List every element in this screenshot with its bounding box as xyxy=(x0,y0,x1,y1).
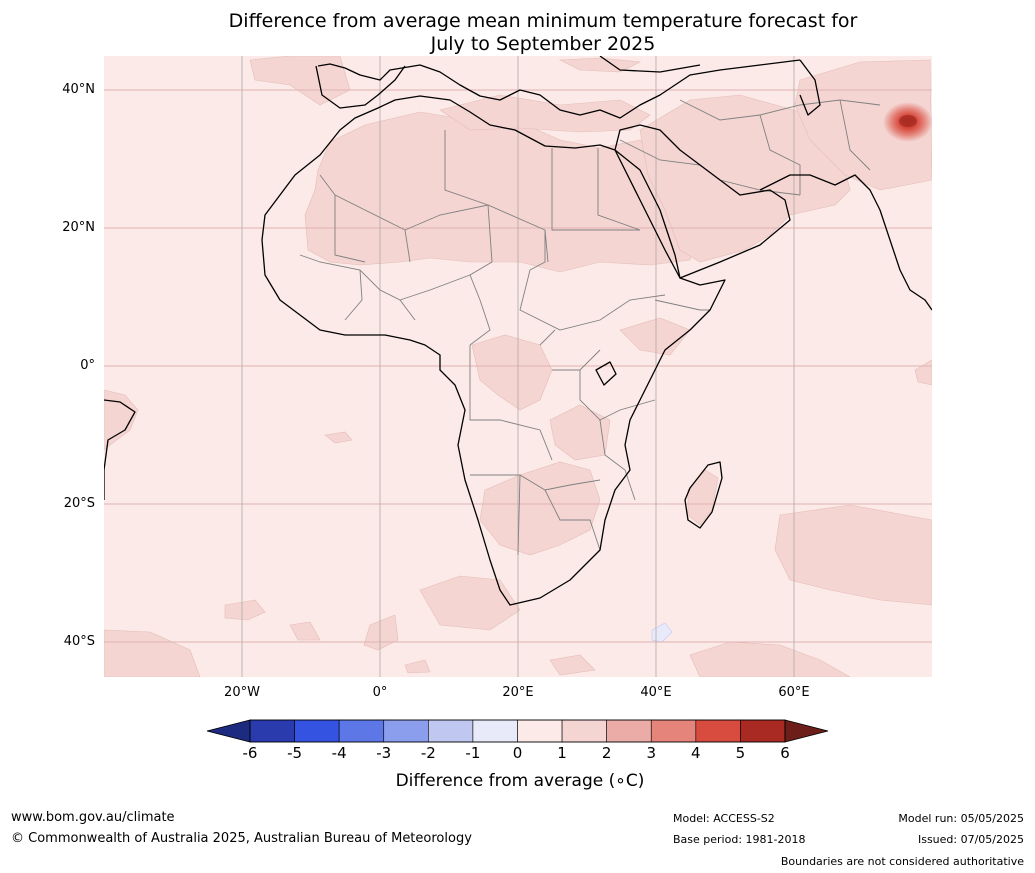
lat-label-40n: 40°N xyxy=(62,82,95,97)
patch-south-c4 xyxy=(404,659,431,674)
colorbar-high-extend xyxy=(784,719,829,743)
footer-issued: Issued: 07/05/2025 xyxy=(917,833,1024,846)
colorbar-tick-label: 3 xyxy=(646,744,657,762)
patch-small-w xyxy=(324,431,353,444)
lon-label-60e: 60°E xyxy=(778,685,810,700)
patch-iran xyxy=(794,59,932,191)
lon-label-20w: 20°W xyxy=(224,685,260,700)
lon-label-20e: 20°E xyxy=(502,685,534,700)
colorbar-tick-label: -1 xyxy=(465,744,481,762)
colorbar-tick-label: -3 xyxy=(376,744,392,762)
colorbar-title: Difference from average (∘C) xyxy=(395,771,645,791)
arabia-coast xyxy=(614,124,791,279)
madagascar-coast xyxy=(684,461,723,529)
patch-europe xyxy=(249,56,351,106)
footer-base-period: Base period: 1981-2018 xyxy=(673,833,806,846)
patch-atlantic-west xyxy=(104,389,139,451)
coastlines xyxy=(104,56,932,606)
colorbar-low-extend xyxy=(206,719,251,743)
footer-disclaimer: Boundaries are not considered authoritat… xyxy=(780,855,1024,868)
lat-label-40s: 40°S xyxy=(63,634,95,649)
colorbar-bin xyxy=(338,719,385,743)
colorbar-tick-label: 6 xyxy=(780,744,790,762)
footer-model-run: Model run: 05/05/2025 xyxy=(898,812,1024,825)
chart-title: Difference from average mean minimum tem… xyxy=(0,10,1035,56)
patch-south-c3 xyxy=(289,621,321,641)
black-sea-coast xyxy=(599,56,701,73)
colorbar-tick-label: 2 xyxy=(601,744,612,762)
gulf-coast xyxy=(759,174,932,311)
colorbar-bin xyxy=(606,719,652,743)
colorbar-bin xyxy=(472,719,518,743)
europe-coast xyxy=(317,59,801,119)
colorbar-bin xyxy=(294,719,340,743)
patch-east-africa xyxy=(619,317,691,356)
lat-label-20s: 20°S xyxy=(63,496,95,511)
colorbar-bin xyxy=(428,719,474,743)
colorbar-tick-label: -6 xyxy=(242,744,258,762)
colorbar-tick-label: 5 xyxy=(735,744,746,762)
lon-label-40e: 40°E xyxy=(640,685,672,700)
patch-south-atlantic xyxy=(419,575,521,631)
meridians xyxy=(241,56,795,677)
cool-patch xyxy=(651,622,673,643)
colorbar-bin xyxy=(517,719,563,743)
colorbar-bin xyxy=(695,719,741,743)
footer-website: www.bom.gov.au/climate xyxy=(11,810,175,825)
hotspot-anomaly xyxy=(883,102,932,142)
lat-label-0: 0° xyxy=(80,358,95,373)
colorbar-bins xyxy=(249,719,786,743)
iberia-coast xyxy=(315,65,406,109)
patch-indian-ocean xyxy=(774,504,932,606)
patch-arctic-ne xyxy=(558,57,642,73)
title-line-1: Difference from average mean minimum tem… xyxy=(228,10,858,32)
colorbar-tick-label: 0 xyxy=(512,744,523,762)
colorbar-tick-label: -2 xyxy=(420,744,436,762)
colorbar-tick-label: -5 xyxy=(287,744,303,762)
patch-south-e2 xyxy=(549,654,596,676)
patch-arabia xyxy=(639,94,851,263)
colorbar-bin xyxy=(383,719,429,743)
africa-coast xyxy=(261,95,726,606)
colorbar-tick-label: 1 xyxy=(557,744,567,762)
lat-label-20n: 20°N xyxy=(62,220,95,235)
south-atlantic-w xyxy=(104,399,136,500)
colorbar-tick-label: 4 xyxy=(691,744,701,762)
caspian-coast xyxy=(799,59,821,116)
country-borders xyxy=(299,99,881,556)
lon-label-0: 0° xyxy=(372,685,388,700)
footer-model: Model: ACCESS-S2 xyxy=(673,812,775,825)
anomaly-patches xyxy=(104,56,932,677)
colorbar-bin xyxy=(740,719,786,743)
colorbar-frame xyxy=(249,719,786,743)
footer-copyright: © Commonwealth of Australia 2025, Austra… xyxy=(11,831,472,846)
patch-south-c2 xyxy=(224,599,266,621)
colorbar-bin xyxy=(561,719,607,743)
patch-med xyxy=(439,94,651,133)
colorbar-bin xyxy=(249,719,295,743)
patch-congo xyxy=(471,334,553,411)
colorbar-bin xyxy=(650,719,697,743)
colorbar-tick-label: -4 xyxy=(331,744,347,762)
lake-victoria xyxy=(595,361,617,386)
title-line-2: July to September 2025 xyxy=(430,33,656,55)
